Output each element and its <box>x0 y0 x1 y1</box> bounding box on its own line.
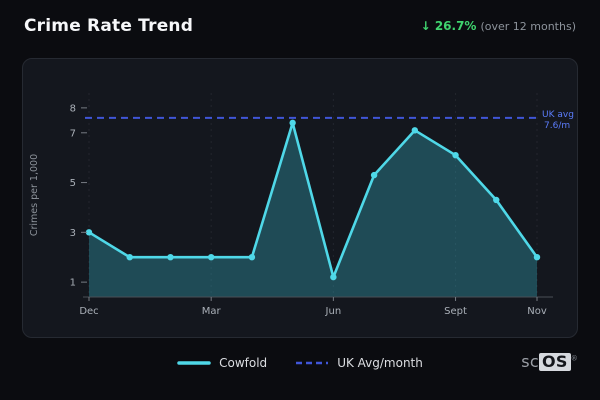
trend-note: (over 12 months) <box>480 20 576 33</box>
data-point <box>289 119 296 127</box>
data-point <box>452 151 459 159</box>
legend-label-ukavg: UK Avg/month <box>337 356 423 370</box>
logo-box: OS <box>538 352 571 372</box>
logo-registered-mark: ® <box>570 354 578 363</box>
uk-avg-label: UK avg <box>542 110 574 120</box>
trend-percent: 26.7% <box>434 19 477 33</box>
y-tick-label: 7 <box>70 128 76 139</box>
x-tick-label: Mar <box>202 306 222 317</box>
x-tick-label: Nov <box>527 306 547 317</box>
y-tick-label: 8 <box>70 103 76 114</box>
legend-item-cowfold: Cowfold <box>177 356 267 370</box>
scos-logo: sc OS ® <box>521 352 578 372</box>
data-point <box>370 171 378 179</box>
legend-label-cowfold: Cowfold <box>219 356 268 370</box>
data-point <box>85 229 93 236</box>
y-tick-label: 1 <box>70 278 76 289</box>
x-tick-label: Jun <box>325 306 342 317</box>
cowfold-line-swatch <box>177 361 211 365</box>
trend-indicator: ↓ 26.7% (over 12 months) <box>421 19 576 33</box>
data-point <box>167 253 174 261</box>
legend-item-ukavg: UK Avg/month <box>295 356 423 370</box>
logo-prefix: sc <box>521 352 539 371</box>
chart-legend: Cowfold UK Avg/month <box>0 344 600 370</box>
x-tick-label: Sept <box>444 306 467 317</box>
y-axis-title: Crimes per 1,000 <box>29 154 40 236</box>
cowfold-area <box>89 122 537 297</box>
page-title: Crime Rate Trend <box>24 16 194 36</box>
x-tick-label: Dec <box>79 306 98 317</box>
uk-avg-value-label: 7.6/m <box>544 121 570 131</box>
data-point <box>248 253 256 261</box>
chart-panel: UK avg 7.6/m 8 7 5 3 1 Dec Mar Jun Sept Nov Crimes p… <box>22 58 578 338</box>
data-point <box>330 273 337 281</box>
y-tick-label: 3 <box>70 228 76 239</box>
page-header: Crime Rate Trend ↓ 26.7% (over 12 months) <box>0 0 600 44</box>
data-point <box>411 127 419 134</box>
ukavg-dashed-swatch <box>296 361 329 365</box>
data-point <box>493 196 500 204</box>
data-point <box>207 253 215 261</box>
y-tick-label: 5 <box>70 178 76 189</box>
down-arrow-icon: ↓ <box>420 19 431 33</box>
data-point <box>533 253 541 261</box>
data-point <box>126 253 133 261</box>
cowfold-line <box>87 121 539 279</box>
trend-delta: ↓ 26.7% <box>421 19 477 33</box>
footer: Cowfold UK Avg/month sc OS ® <box>0 344 600 392</box>
